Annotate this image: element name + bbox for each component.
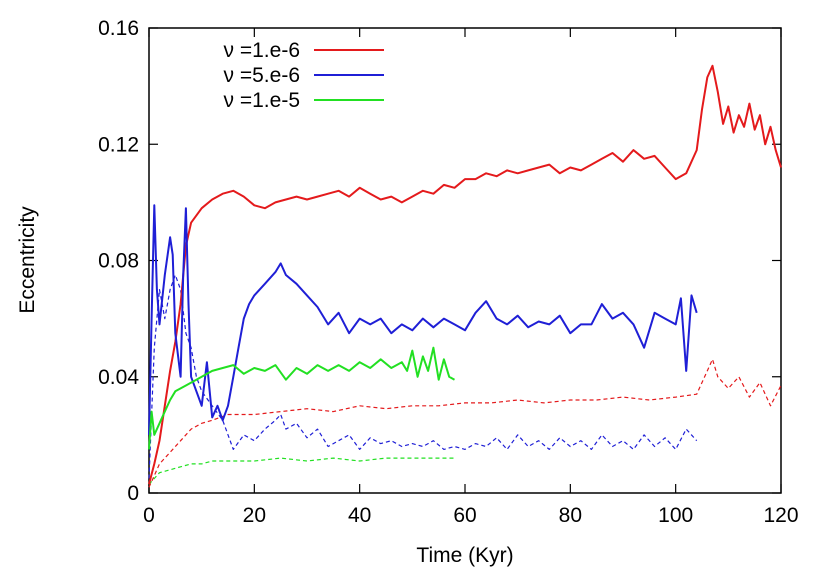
series-line-nu-1e-5-dashed <box>148 457 455 485</box>
series-line-nu-5e-6 <box>148 204 698 435</box>
x-axis-title: Time (Kyr) <box>416 544 513 567</box>
y-tick-label: 0.08 <box>98 250 139 273</box>
series-line-nu-1e-6 <box>148 64 782 485</box>
x-tick-label: 20 <box>243 504 266 527</box>
series-line-nu-5e-6-dashed <box>148 274 698 479</box>
legend: ν =1.e-6ν =5.e-6ν =1.e-5 <box>224 39 384 112</box>
legend-label: ν =1.e-5 <box>224 89 300 112</box>
series-layer <box>148 64 782 488</box>
axis-ticks: 0 20 40 60 80 100 120 0 0.04 0.08 0.12 0.16 <box>98 17 798 527</box>
x-tick-label: 80 <box>559 504 582 527</box>
legend-label: ν =5.e-6 <box>224 64 300 87</box>
y-tick-label: 0 <box>127 482 139 505</box>
y-tick-label: 0.16 <box>98 17 139 40</box>
x-tick-label: 0 <box>143 504 155 527</box>
x-tick-label: 100 <box>658 504 693 527</box>
y-axis-title: Eccentricity <box>16 206 39 314</box>
series-line-nu-1e-6-dashed <box>148 358 782 488</box>
y-tick-label: 0.04 <box>98 366 139 389</box>
x-tick-label: 40 <box>348 504 371 527</box>
x-tick-label: 60 <box>453 504 476 527</box>
series-line-nu-1e-5 <box>148 346 455 450</box>
legend-label: ν =1.e-6 <box>224 39 300 62</box>
x-tick-label: 120 <box>763 504 798 527</box>
y-tick-label: 0.12 <box>98 133 139 156</box>
